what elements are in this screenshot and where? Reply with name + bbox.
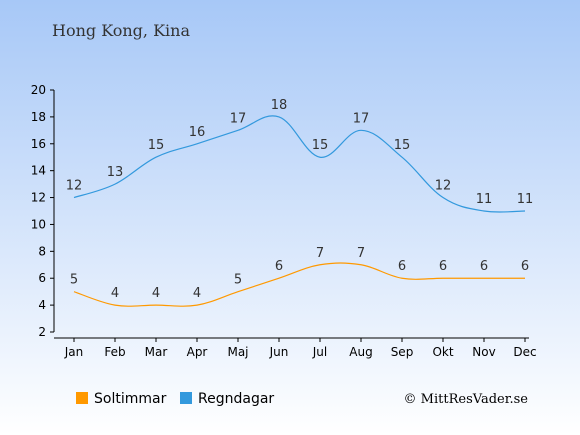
data-label-regndagar: 16 [189,125,206,140]
data-label-regndagar: 15 [148,138,165,153]
x-tick-label: Jul [312,345,327,359]
data-label-regndagar: 11 [476,192,493,207]
legend-label-regndagar: Regndagar [198,391,274,407]
x-tick-label: Mar [145,345,168,359]
data-label-soltimmar: 4 [111,286,119,301]
data-label-regndagar: 17 [353,111,370,126]
data-label-regndagar: 15 [312,138,329,153]
series-line-regndagar [73,115,526,213]
x-tick-label: Maj [227,345,248,359]
y-tick-label: 14 [31,164,46,178]
data-label-regndagar: 12 [435,179,452,194]
y-tick-label: 12 [31,191,46,205]
legend-swatch-regndagar [180,392,192,404]
series-regndagar: 12 13 15 16 17 18 15 17 15 12 11 11 [66,98,534,213]
x-tick-label: Nov [472,345,495,359]
x-tick-label: Apr [187,345,208,359]
y-tick-label: 16 [31,137,46,151]
data-label-soltimmar: 5 [70,273,78,288]
y-tick-label: 18 [31,110,46,124]
y-tick-label: 6 [38,271,46,285]
chart-title: Hong Kong, Kina [52,21,190,40]
data-label-soltimmar: 5 [234,273,242,288]
data-label-soltimmar: 7 [316,246,324,261]
series-layer: 5 4 4 4 5 6 7 7 6 6 6 6 12 13 15 16 17 18 15 17 15 12 11 11 [66,98,534,307]
data-label-soltimmar: 4 [193,286,201,301]
y-tick-label: 2 [38,325,46,339]
x-tick-label: Okt [432,345,453,359]
data-label-regndagar: 12 [66,179,83,194]
y-tick-label: 10 [31,217,46,231]
x-tick-label: Feb [104,345,125,359]
legend: Soltimmar Regndagar [76,391,274,407]
y-tick-label: 4 [38,298,46,312]
x-tick-label: Sep [391,345,414,359]
legend-swatch-soltimmar [76,392,88,404]
data-label-soltimmar: 6 [439,259,447,274]
data-label-soltimmar: 6 [275,259,283,274]
y-tick-label: 20 [31,83,46,97]
x-tick-label: Jun [269,345,289,359]
copyright-text: © MittResVader.se [404,392,529,407]
axes: 2 4 6 8 10 12 14 16 18 20 Jan Feb Mar Apr Maj Jun Jul Aug… [31,83,537,359]
data-label-soltimmar: 4 [152,286,160,301]
series-line-soltimmar [73,262,525,307]
legend-label-soltimmar: Soltimmar [94,391,167,407]
data-label-regndagar: 13 [107,165,124,180]
data-label-soltimmar: 6 [480,259,488,274]
data-label-regndagar: 17 [230,111,247,126]
x-tick-label: Jan [64,345,84,359]
x-tick-label: Aug [349,345,372,359]
data-label-regndagar: 11 [517,192,534,207]
x-tick-label: Dec [513,345,536,359]
data-label-soltimmar: 7 [357,246,365,261]
data-label-regndagar: 18 [271,98,288,113]
data-label-regndagar: 15 [394,138,411,153]
data-label-soltimmar: 6 [398,259,406,274]
y-tick-label: 8 [38,244,46,258]
series-soltimmar: 5 4 4 4 5 6 7 7 6 6 6 6 [70,246,529,307]
data-label-soltimmar: 6 [521,259,529,274]
